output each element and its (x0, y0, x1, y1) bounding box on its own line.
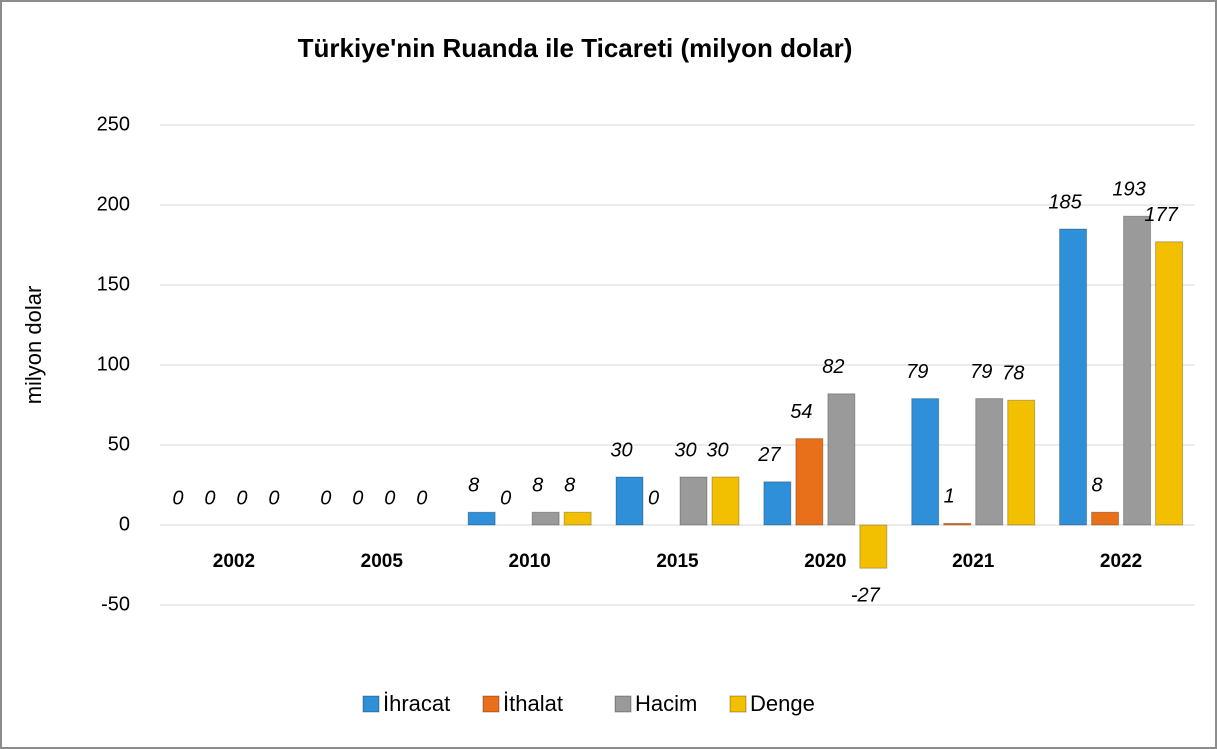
value-label: 8 (1092, 474, 1103, 496)
value-label: 177 (1144, 204, 1178, 226)
value-label: 0 (648, 487, 659, 509)
value-label: 0 (500, 487, 511, 509)
bar (943, 522, 972, 526)
value-label: 8 (468, 474, 479, 496)
value-label: 79 (970, 361, 992, 383)
value-label: 8 (564, 474, 575, 496)
bar (615, 476, 644, 526)
bar (763, 481, 792, 526)
bar (911, 398, 940, 526)
bar (859, 524, 888, 569)
value-label: 78 (1002, 362, 1024, 384)
value-label: 0 (320, 487, 331, 509)
x-tick-label: 2020 (804, 551, 846, 572)
legend-swatch (614, 695, 632, 713)
value-label: 27 (757, 444, 781, 466)
bar (679, 476, 708, 526)
y-tick-label: 250 (97, 113, 130, 135)
x-tick-label: 2002 (213, 551, 255, 572)
y-tick-label: -50 (101, 593, 130, 615)
y-tick-label: 50 (108, 433, 130, 455)
legend-label: Hacim (635, 691, 697, 716)
value-label: 185 (1048, 191, 1082, 213)
legend-label: İhracat (383, 691, 450, 716)
value-label: 30 (610, 439, 632, 461)
x-tick-label: 2010 (509, 551, 551, 572)
y-tick-label: 200 (97, 193, 130, 215)
value-label: 0 (416, 487, 427, 509)
bar (795, 438, 824, 526)
bar (1007, 399, 1036, 526)
value-label: 0 (268, 487, 279, 509)
value-label: 0 (204, 487, 215, 509)
value-label: 30 (706, 439, 728, 461)
value-label: 1 (944, 486, 955, 508)
bar (1155, 241, 1184, 526)
y-tick-label: 0 (119, 513, 130, 535)
value-label: 0 (352, 487, 363, 509)
x-tick-label: 2021 (952, 551, 995, 572)
y-tick-label: 150 (97, 273, 130, 295)
value-label: -27 (851, 584, 881, 606)
legend-label: Denge (750, 691, 815, 716)
value-label: 30 (674, 439, 696, 461)
bar (531, 511, 560, 526)
value-label: 79 (906, 361, 928, 383)
legend-swatch (362, 695, 380, 713)
bar (711, 476, 740, 526)
value-label: 0 (236, 487, 247, 509)
legend-swatch (482, 695, 500, 713)
x-tick-label: 2022 (1100, 551, 1142, 572)
bar (975, 398, 1004, 526)
bar (467, 511, 496, 526)
value-label: 82 (822, 356, 844, 378)
bar (1091, 511, 1120, 526)
value-label: 193 (1112, 178, 1145, 200)
bar (1123, 215, 1152, 526)
y-axis-label: milyon dolar (21, 286, 46, 405)
bar (1059, 228, 1088, 526)
x-tick-label: 2005 (361, 551, 404, 572)
y-tick-label: 100 (97, 353, 130, 375)
bar (827, 393, 856, 526)
value-label: 54 (790, 401, 812, 423)
legend-swatch (729, 695, 747, 713)
value-label: 0 (384, 487, 395, 509)
x-tick-label: 2015 (656, 551, 699, 572)
bar (563, 511, 592, 526)
value-label: 8 (532, 474, 543, 496)
value-label: 0 (172, 487, 183, 509)
chart-title: Türkiye'nin Ruanda ile Ticareti (milyon … (298, 33, 853, 63)
legend-label: İthalat (503, 691, 563, 716)
